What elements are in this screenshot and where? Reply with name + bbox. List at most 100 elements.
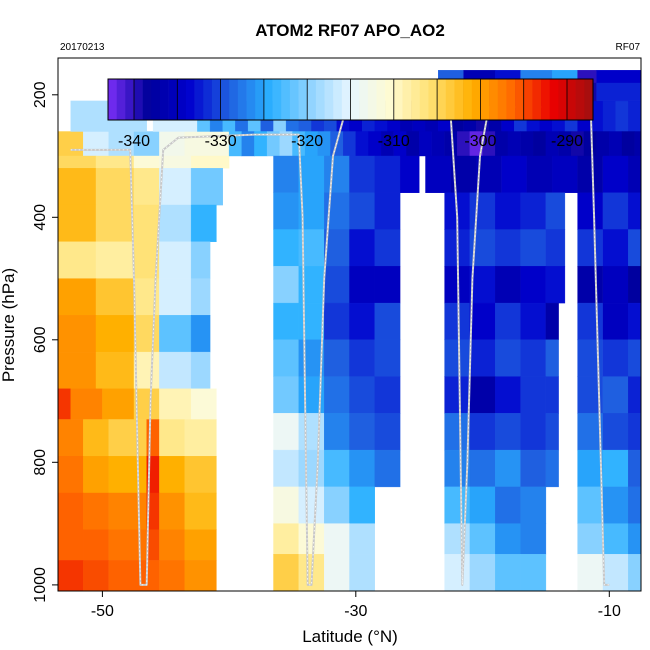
heatmap-cell: [184, 560, 217, 592]
heatmap-cell: [520, 131, 534, 157]
heatmap-cell: [628, 155, 642, 193]
heatmap-cell: [324, 229, 350, 267]
heatmap-cell: [133, 131, 160, 157]
heatmap-cell: [577, 449, 604, 488]
heatmap-cell: [469, 302, 496, 341]
heatmap-cell: [70, 100, 109, 132]
colorbar-segment: [142, 79, 152, 120]
heatmap-cell: [425, 155, 451, 193]
colorbar-segment: [272, 79, 282, 120]
heatmap-cell: [95, 155, 135, 169]
heatmap-cell: [596, 131, 610, 157]
heatmap-cell: [520, 554, 547, 592]
heatmap-cell: [545, 339, 559, 377]
heatmap-cell: [602, 192, 629, 230]
heatmap-cell: [545, 302, 559, 341]
y-axis-label: Pressure (hPa): [0, 268, 18, 382]
flight-label: RF07: [616, 42, 641, 53]
heatmap-cell: [545, 192, 566, 230]
heatmap-cell: [495, 376, 521, 414]
heatmap-cell: [374, 229, 401, 267]
colorbar-segment: [168, 79, 178, 120]
colorbar-segment: [532, 79, 542, 120]
heatmap-cell: [349, 302, 375, 341]
heatmap-cell: [374, 376, 401, 414]
heatmap-cell: [495, 523, 521, 555]
heatmap-cell: [108, 419, 147, 457]
colorbar-segment: [558, 79, 568, 120]
heatmap-cell: [159, 168, 192, 206]
colorbar-segment: [523, 79, 533, 120]
heatmap-cell: [190, 278, 211, 316]
heatmap-cell: [190, 168, 224, 206]
heatmap-cell: [95, 241, 135, 279]
heatmap-cell: [146, 560, 160, 592]
colorbar-segment: [159, 79, 169, 120]
heatmap-cell: [577, 192, 604, 230]
heatmap-cell: [469, 192, 496, 230]
heatmap-cell: [495, 449, 521, 488]
heatmap-cell: [273, 413, 299, 451]
heatmap-cell: [444, 339, 471, 377]
heatmap-cell: [628, 229, 642, 267]
heatmap-cell: [583, 131, 597, 157]
heatmap-cell: [602, 449, 629, 488]
heatmap-cell: [444, 376, 471, 414]
colorbar-segment: [281, 79, 291, 120]
heatmap-cell: [577, 266, 604, 304]
colorbar-segment: [515, 79, 525, 120]
colorbar-ticks: -340 -330 -320 -310 -300 -290: [118, 79, 583, 150]
heatmap-cell: [520, 229, 547, 267]
colorbar-segment: [185, 79, 195, 120]
heatmap-cell: [159, 492, 185, 530]
colorbar-gradient: [108, 79, 594, 120]
heatmap-cell: [159, 155, 192, 169]
heatmap-cell: [273, 302, 299, 341]
heatmap-cell: [577, 229, 604, 267]
colorbar-segment: [333, 79, 343, 120]
colorbar-segment: [471, 79, 481, 120]
heatmap-cell: [83, 529, 109, 561]
heatmap-cell: [374, 266, 401, 304]
heatmap-cell: [324, 339, 350, 377]
heatmap-cell: [324, 486, 350, 524]
colorbar-segment: [255, 79, 265, 120]
heatmap-cell: [159, 419, 185, 457]
heatmap-cell: [57, 155, 97, 169]
heatmap-cell: [577, 486, 604, 524]
heatmap-cell: [273, 486, 299, 524]
heatmap-cell: [95, 168, 135, 206]
heatmap-cell: [444, 413, 471, 451]
heatmap-cell: [273, 192, 299, 230]
heatmap-cell: [298, 486, 325, 524]
heatmap-cell: [190, 351, 211, 390]
colorbar-segment: [203, 79, 213, 120]
heatmap-cell: [469, 413, 496, 451]
heatmap-cell: [159, 278, 192, 316]
heatmap-cell: [495, 266, 521, 304]
heatmap-cell: [190, 155, 230, 169]
heatmap-cell: [349, 523, 375, 555]
heatmap-cell: [57, 456, 84, 494]
colorbar-segment: [298, 79, 308, 120]
heatmap-cell: [374, 449, 401, 488]
heatmap-cell: [469, 376, 496, 414]
heatmap-cell: [324, 376, 350, 414]
heatmap-cell: [444, 554, 471, 592]
colorbar-segment: [324, 79, 334, 120]
heatmap-cell: [159, 241, 192, 279]
heatmap-cell: [469, 486, 496, 524]
chart-title: ATOM2 RF07 APO_AO2: [255, 21, 445, 40]
heatmap-cell: [602, 100, 616, 132]
heatmap-cell: [469, 266, 496, 304]
colorbar-tick-label: -290: [551, 133, 583, 150]
colorbar-segment: [194, 79, 204, 120]
heatmap-cell: [190, 241, 211, 279]
heatmap-cell: [70, 388, 103, 420]
heatmap-cell: [628, 413, 642, 451]
heatmap-cell: [469, 554, 496, 592]
colorbar-tick-label: -300: [464, 133, 496, 150]
heatmap-cell: [501, 155, 528, 193]
heatmap-cell: [83, 419, 109, 457]
heatmap-cell: [83, 492, 109, 530]
